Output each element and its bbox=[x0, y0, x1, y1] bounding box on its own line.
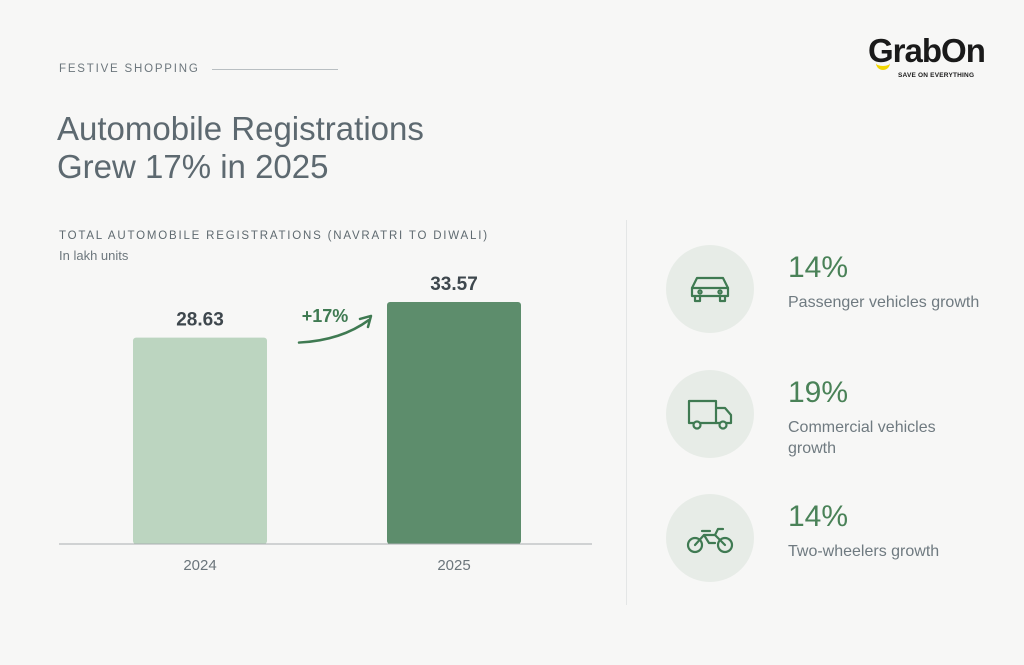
grabon-logo: GrabOn SAVE ON EVERYTHING bbox=[868, 32, 998, 84]
growth-annotation: +17% bbox=[302, 306, 349, 326]
stat-icon-circle bbox=[666, 245, 754, 333]
bar-2024 bbox=[133, 337, 267, 544]
growth-arrow bbox=[297, 318, 371, 344]
growth-arrow-head bbox=[358, 314, 373, 329]
logo-smile-icon bbox=[876, 62, 890, 70]
page-title: Automobile Registrations Grew 17% in 202… bbox=[57, 110, 424, 186]
title-line-1: Automobile Registrations bbox=[57, 110, 424, 147]
stat-value: 14% bbox=[788, 251, 849, 284]
section-eyebrow: FESTIVE SHOPPING bbox=[59, 63, 338, 75]
stat-value: 14% bbox=[788, 500, 849, 533]
stat-commercial-vehicles: 19% Commercial vehicles growth bbox=[666, 370, 996, 460]
bar-2025 bbox=[387, 301, 521, 544]
stat-label: Commercial vehicles growth bbox=[788, 419, 936, 457]
stat-value: 19% bbox=[788, 376, 849, 409]
stat-label: Passenger vehicles growth bbox=[788, 294, 980, 311]
motorcycle-icon bbox=[686, 527, 734, 554]
title-line-2: Grew 17% in 2025 bbox=[57, 148, 329, 185]
chart-subtitle: In lakh units bbox=[59, 248, 129, 263]
stat-label: Two-wheelers growth bbox=[788, 543, 940, 560]
logo-tagline: SAVE ON EVERYTHING bbox=[898, 72, 975, 79]
car-icon bbox=[690, 276, 730, 303]
data-label-2025: 33.57 bbox=[430, 274, 478, 295]
x-tick-label-2025: 2025 bbox=[437, 557, 470, 574]
bar-chart: 28.63 2024 33.57 2025 +17% bbox=[59, 274, 592, 574]
stat-passenger-vehicles: 14% Passenger vehicles growth bbox=[666, 245, 996, 335]
chart-title: TOTAL AUTOMOBILE REGISTRATIONS (NAVRATRI… bbox=[59, 230, 489, 242]
stat-icon-circle bbox=[666, 370, 754, 458]
eyebrow-text: FESTIVE SHOPPING bbox=[59, 63, 200, 75]
stat-icon-circle bbox=[666, 494, 754, 582]
x-tick-label-2024: 2024 bbox=[183, 557, 216, 574]
stat-two-wheelers: 14% Two-wheelers growth bbox=[666, 494, 996, 584]
eyebrow-rule bbox=[211, 68, 338, 70]
truck-icon bbox=[687, 399, 733, 430]
panel-divider bbox=[626, 220, 627, 605]
data-label-2024: 28.63 bbox=[176, 310, 224, 331]
